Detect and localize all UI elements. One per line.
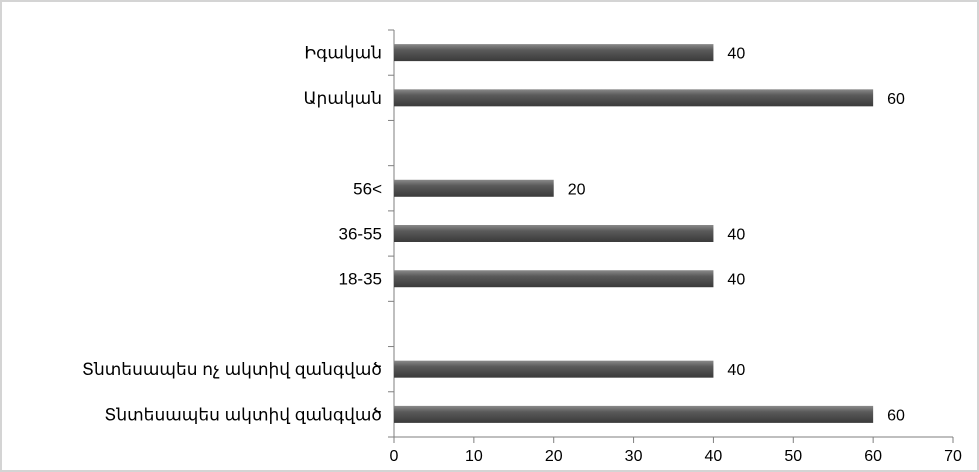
category-label: Իգական bbox=[304, 44, 382, 63]
x-tick-label: 20 bbox=[545, 448, 563, 465]
x-tick-label: 70 bbox=[944, 448, 962, 465]
x-tick-label: 30 bbox=[625, 448, 643, 465]
category-label: 56< bbox=[353, 179, 382, 198]
data-label: 60 bbox=[887, 91, 905, 108]
category-label: Տնտեսապես ոչ ակտիվ զանգված bbox=[82, 360, 382, 379]
category-label: 36-55 bbox=[339, 225, 382, 244]
bar bbox=[394, 44, 714, 62]
data-label: 20 bbox=[568, 181, 586, 198]
bar bbox=[394, 270, 714, 288]
x-tick-label: 60 bbox=[864, 448, 882, 465]
x-tick-label: 40 bbox=[705, 448, 723, 465]
data-label: 40 bbox=[727, 272, 745, 289]
bar bbox=[394, 360, 714, 378]
data-label: 40 bbox=[727, 362, 745, 379]
x-tick-label: 10 bbox=[465, 448, 483, 465]
bar bbox=[394, 225, 714, 242]
data-label: 40 bbox=[727, 46, 745, 63]
category-label: Արական bbox=[304, 89, 382, 108]
data-label: 40 bbox=[727, 227, 745, 244]
category-label: 18-35 bbox=[339, 270, 382, 289]
category-label: Տնտեսապես ակտիվ զանգված bbox=[104, 405, 382, 424]
x-tick-label: 50 bbox=[784, 448, 802, 465]
data-label: 60 bbox=[887, 407, 905, 424]
bar bbox=[394, 405, 874, 423]
bar bbox=[394, 179, 554, 197]
x-tick-label: 0 bbox=[390, 448, 399, 465]
bar bbox=[394, 89, 874, 107]
